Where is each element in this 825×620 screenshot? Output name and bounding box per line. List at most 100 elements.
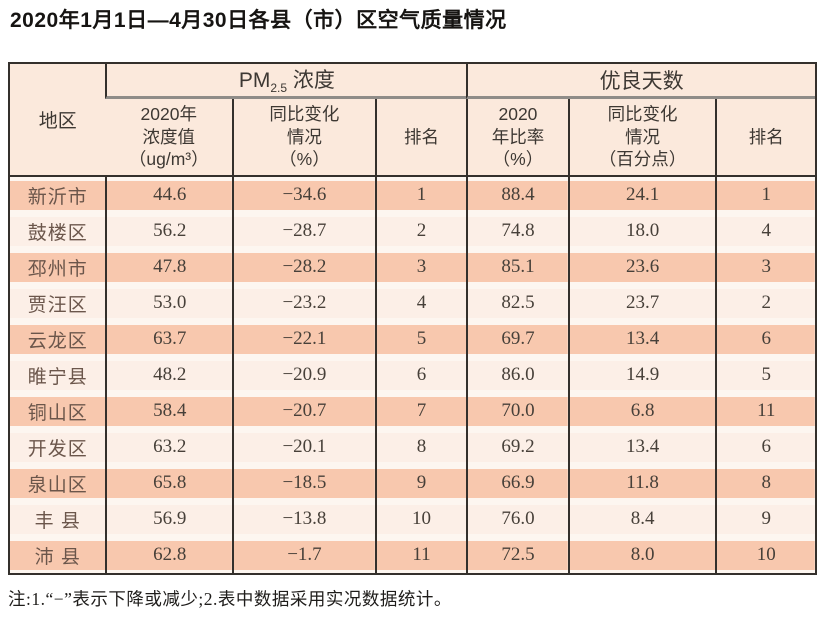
pm-change-cell: −20.9 <box>232 357 375 393</box>
region-cell: 邳州市 <box>10 249 106 285</box>
good-ratio-cell: 82.5 <box>466 285 568 321</box>
pm-rank-cell: 5 <box>374 321 467 357</box>
good-change-cell: 8.4 <box>567 501 716 537</box>
region-cell: 丰 县 <box>10 501 106 537</box>
air-quality-table: 地区 PM2.5 浓度 优良天数 2020年 浓度值 （ug/m³） 同比变化 … <box>8 62 817 575</box>
pm-value-cell: 56.2 <box>105 213 233 249</box>
pm-change-cell: −23.2 <box>232 285 375 321</box>
good-change-cell: 13.4 <box>567 321 716 357</box>
pm-value-cell: 63.2 <box>105 429 233 465</box>
header-good-ratio: 2020 年比率 （%） <box>466 99 568 177</box>
table-row: 铜山区 58.4 −20.7 7 70.0 6.8 11 <box>10 393 815 429</box>
good-rank-cell: 10 <box>715 537 815 573</box>
pm-value-cell: 63.7 <box>105 321 233 357</box>
good-change-cell: 8.0 <box>567 537 716 573</box>
good-change-cell: 11.8 <box>567 465 716 501</box>
good-ratio-cell: 74.8 <box>466 213 568 249</box>
good-change-cell: 23.7 <box>567 285 716 321</box>
pm-value-cell: 44.6 <box>105 177 233 213</box>
pm-rank-cell: 8 <box>374 429 467 465</box>
good-change-cell: 14.9 <box>567 357 716 393</box>
footnote: 注:1.“−”表示下降或减少;2.表中数据采用实况数据统计。 <box>8 589 452 609</box>
region-cell: 新沂市 <box>10 177 106 213</box>
header-group-good-days: 优良天数 <box>466 64 815 99</box>
pm-value-cell: 62.8 <box>105 537 233 573</box>
pm-label-base: PM <box>238 69 271 93</box>
header-pm-value: 2020年 浓度值 （ug/m³） <box>105 99 233 177</box>
pm-rank-cell: 10 <box>374 501 467 537</box>
good-change-cell: 6.8 <box>567 393 716 429</box>
table-row: 沛 县 62.8 −1.7 11 72.5 8.0 10 <box>10 537 815 573</box>
pm-rank-cell: 6 <box>374 357 467 393</box>
table-row: 丰 县 56.9 −13.8 10 76.0 8.4 9 <box>10 501 815 537</box>
good-change-cell: 18.0 <box>567 213 716 249</box>
good-rank-cell: 5 <box>715 357 815 393</box>
pm-rank-cell: 11 <box>374 537 467 573</box>
header-good-change: 同比变化 情况 （百分点） <box>567 99 716 177</box>
header-good-rank: 排名 <box>715 99 815 177</box>
pm-change-cell: −13.8 <box>232 501 375 537</box>
pm-label-subscript: 2.5 <box>270 81 288 96</box>
table-row: 泉山区 65.8 −18.5 9 66.9 11.8 8 <box>10 465 815 501</box>
good-ratio-cell: 69.7 <box>466 321 568 357</box>
good-rank-cell: 6 <box>715 429 815 465</box>
pm-rank-cell: 9 <box>374 465 467 501</box>
good-change-cell: 24.1 <box>567 177 716 213</box>
pm-value-cell: 53.0 <box>105 285 233 321</box>
table-row: 开发区 63.2 −20.1 8 69.2 13.4 6 <box>10 429 815 465</box>
pm-value-cell: 65.8 <box>105 465 233 501</box>
table-row: 贾汪区 53.0 −23.2 4 82.5 23.7 2 <box>10 285 815 321</box>
table-row: 鼓楼区 56.2 −28.7 2 74.8 18.0 4 <box>10 213 815 249</box>
table-header: 地区 PM2.5 浓度 优良天数 2020年 浓度值 （ug/m³） 同比变化 … <box>10 64 815 177</box>
header-pm-change: 同比变化 情况 （%） <box>232 99 375 177</box>
good-rank-cell: 3 <box>715 249 815 285</box>
good-ratio-cell: 76.0 <box>466 501 568 537</box>
good-ratio-cell: 85.1 <box>466 249 568 285</box>
pm-rank-cell: 3 <box>374 249 467 285</box>
good-rank-cell: 9 <box>715 501 815 537</box>
region-cell: 云龙区 <box>10 321 106 357</box>
good-rank-cell: 1 <box>715 177 815 213</box>
good-ratio-cell: 72.5 <box>466 537 568 573</box>
pm-rank-cell: 4 <box>374 285 467 321</box>
page-title: 2020年1月1日—4月30日各县（市）区空气质量情况 <box>10 9 507 32</box>
good-ratio-cell: 86.0 <box>466 357 568 393</box>
pm-label-rest: 浓度 <box>287 69 335 93</box>
good-rank-cell: 4 <box>715 213 815 249</box>
good-change-cell: 23.6 <box>567 249 716 285</box>
pm-value-cell: 58.4 <box>105 393 233 429</box>
good-rank-cell: 2 <box>715 285 815 321</box>
good-rank-cell: 11 <box>715 393 815 429</box>
pm-change-cell: −22.1 <box>232 321 375 357</box>
header-pm-rank: 排名 <box>374 99 467 177</box>
pm-change-cell: −18.5 <box>232 465 375 501</box>
pm-change-cell: −20.1 <box>232 429 375 465</box>
pm-rank-cell: 2 <box>374 213 467 249</box>
region-cell: 铜山区 <box>10 393 106 429</box>
pm-value-cell: 48.2 <box>105 357 233 393</box>
pm-change-cell: −34.6 <box>232 177 375 213</box>
header-region: 地区 <box>10 64 106 177</box>
good-change-cell: 13.4 <box>567 429 716 465</box>
pm-value-cell: 47.8 <box>105 249 233 285</box>
region-cell: 睢宁县 <box>10 357 106 393</box>
good-ratio-cell: 69.2 <box>466 429 568 465</box>
pm-rank-cell: 7 <box>374 393 467 429</box>
good-ratio-cell: 70.0 <box>466 393 568 429</box>
pm-change-cell: −28.7 <box>232 213 375 249</box>
good-ratio-cell: 66.9 <box>466 465 568 501</box>
table-row: 睢宁县 48.2 −20.9 6 86.0 14.9 5 <box>10 357 815 393</box>
pm-value-cell: 56.9 <box>105 501 233 537</box>
pm-change-cell: −20.7 <box>232 393 375 429</box>
good-ratio-cell: 88.4 <box>466 177 568 213</box>
pm-rank-cell: 1 <box>374 177 467 213</box>
table-row: 新沂市 44.6 −34.6 1 88.4 24.1 1 <box>10 177 815 213</box>
header-group-pm25: PM2.5 浓度 <box>105 64 467 99</box>
table-body: 新沂市 44.6 −34.6 1 88.4 24.1 1 鼓楼区 56.2 −2… <box>10 177 815 573</box>
region-cell: 鼓楼区 <box>10 213 106 249</box>
pm-change-cell: −1.7 <box>232 537 375 573</box>
good-rank-cell: 6 <box>715 321 815 357</box>
table-row: 邳州市 47.8 −28.2 3 85.1 23.6 3 <box>10 249 815 285</box>
table-row: 云龙区 63.7 −22.1 5 69.7 13.4 6 <box>10 321 815 357</box>
